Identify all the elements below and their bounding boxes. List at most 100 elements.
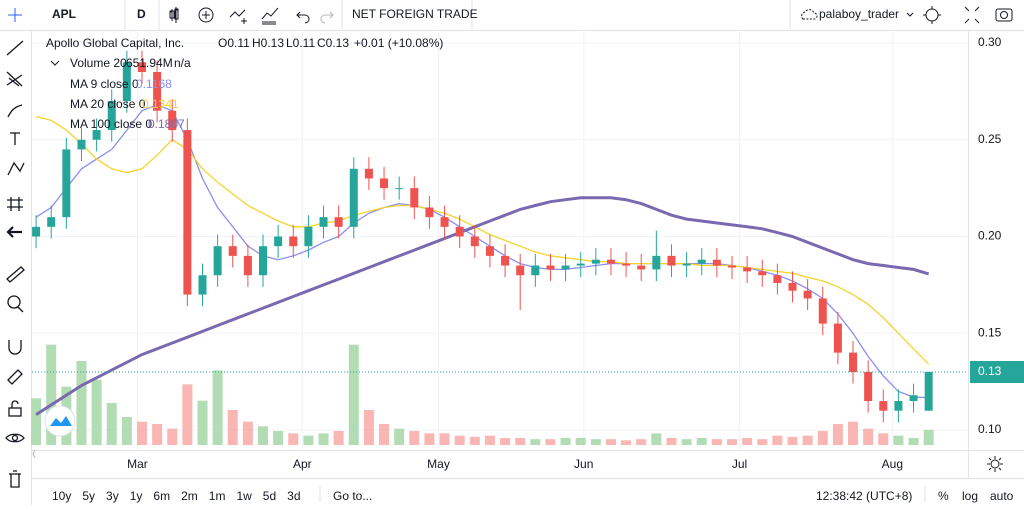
- volume-bar: [91, 379, 102, 445]
- range-button[interactable]: 5y: [82, 489, 95, 503]
- candle-body: [622, 263, 631, 266]
- range-buttons: 10y 5y 3y 1y 6m 2m 1m 1w 5d 3d: [52, 489, 301, 503]
- moving-average-line: [35, 196, 930, 416]
- volume-bar: [681, 439, 692, 445]
- candle-body: [909, 395, 918, 402]
- candle-body: [259, 246, 268, 276]
- candle-body: [380, 178, 389, 189]
- legend-volume-value: 651.94M: [126, 56, 173, 70]
- candle-body: [485, 246, 494, 256]
- percent-toggle[interactable]: %: [938, 489, 949, 503]
- volume-bar: [545, 439, 556, 445]
- volume-bar: [787, 436, 798, 445]
- volume-bar: [726, 439, 737, 445]
- candle-body: [319, 217, 328, 227]
- volume-bar: [530, 439, 541, 445]
- legend-change: +0.01 (+10.08%): [354, 36, 443, 50]
- ma-legend-value: 0.1807: [148, 117, 185, 131]
- candle-body: [32, 226, 41, 237]
- candle-body: [470, 236, 479, 247]
- range-button[interactable]: 1w: [236, 489, 252, 503]
- indicator-button[interactable]: NET FOREIGN TRADE: [352, 7, 478, 21]
- toolbar-icons[interactable]: [8, 6, 1013, 25]
- legend-collapse[interactable]: [50, 60, 60, 66]
- auto-toggle[interactable]: auto: [990, 489, 1014, 503]
- range-button[interactable]: 1m: [209, 489, 226, 503]
- volume-bar: [242, 421, 253, 445]
- symbol[interactable]: APL: [52, 7, 76, 21]
- range-button[interactable]: 2m: [181, 489, 198, 503]
- last-price-label: 0.13: [978, 364, 1002, 378]
- range-button[interactable]: 3y: [106, 489, 119, 503]
- candle-body: [697, 259, 706, 264]
- candle-body: [606, 259, 615, 264]
- legend-title: Apollo Global Capital, Inc.: [46, 36, 184, 50]
- candle-body: [107, 101, 116, 131]
- candle-body: [501, 255, 510, 266]
- scroll-handle[interactable]: [32, 449, 36, 459]
- volume-bar: [832, 424, 843, 445]
- volume-bar: [31, 398, 42, 445]
- candle-body: [364, 168, 373, 179]
- x-tick-label: May: [427, 457, 450, 471]
- volume-bar: [212, 370, 223, 445]
- volume-bar: [152, 424, 163, 445]
- volume-bar: [167, 428, 178, 445]
- volume-bar: [258, 426, 269, 445]
- volume-bar: [197, 400, 208, 445]
- volume-bar: [318, 433, 329, 445]
- x-tick-label: Jun: [574, 457, 593, 471]
- candle-body: [274, 236, 283, 247]
- volume-bar: [500, 438, 511, 445]
- interval[interactable]: D: [137, 7, 146, 21]
- range-button[interactable]: 6m: [153, 489, 170, 503]
- legend-open: O0.11: [218, 36, 250, 50]
- range-button[interactable]: 5d: [263, 489, 276, 503]
- range-button[interactable]: 3d: [287, 489, 300, 503]
- legend-high: H0.13: [252, 36, 284, 50]
- volume-bar: [439, 433, 450, 445]
- ma-legend: MA 9 close 00.1168 MA 20 close 00.1341 MA …: [70, 77, 185, 131]
- goto-button[interactable]: Go to...: [333, 489, 372, 503]
- candle-body: [289, 236, 298, 247]
- candle-body: [334, 217, 343, 227]
- volume-bar: [636, 439, 647, 445]
- range-button[interactable]: 1y: [130, 489, 143, 503]
- volume-bar: [817, 431, 828, 445]
- candle-body: [198, 275, 207, 295]
- candle-body: [818, 298, 827, 324]
- username[interactable]: palaboy_trader: [819, 7, 899, 21]
- volume-bar: [363, 410, 374, 445]
- volume-bar: [424, 433, 435, 445]
- candle-body: [652, 255, 661, 270]
- candle-body: [213, 246, 222, 276]
- log-toggle[interactable]: log: [962, 489, 978, 503]
- volume-bar: [227, 410, 238, 445]
- settings-icon[interactable]: [987, 456, 1003, 472]
- legend-close: C0.13: [317, 36, 349, 50]
- candle-body: [758, 271, 767, 276]
- candle-body: [531, 265, 540, 276]
- candle-body: [637, 265, 646, 270]
- legend-volume-extra: n/a: [174, 56, 191, 70]
- volume-bar: [893, 435, 904, 445]
- volume-bar: [121, 417, 132, 445]
- drawing-tools[interactable]: [5, 40, 25, 488]
- volume-bar: [484, 435, 495, 445]
- volume-bar: [106, 403, 117, 445]
- volume-bar: [802, 435, 813, 445]
- candle-body: [440, 217, 449, 227]
- volume-bar: [908, 438, 919, 445]
- volume-bar: [696, 438, 707, 445]
- candle-body: [455, 226, 464, 237]
- volume-bar: [757, 439, 768, 445]
- volume-bar: [878, 433, 889, 445]
- volume-bar: [136, 421, 147, 445]
- candle-body: [727, 265, 736, 268]
- candle-body: [395, 188, 404, 190]
- candle-body: [425, 207, 434, 218]
- candle-body: [122, 62, 131, 102]
- candle-body: [773, 275, 782, 283]
- range-button[interactable]: 10y: [52, 489, 71, 503]
